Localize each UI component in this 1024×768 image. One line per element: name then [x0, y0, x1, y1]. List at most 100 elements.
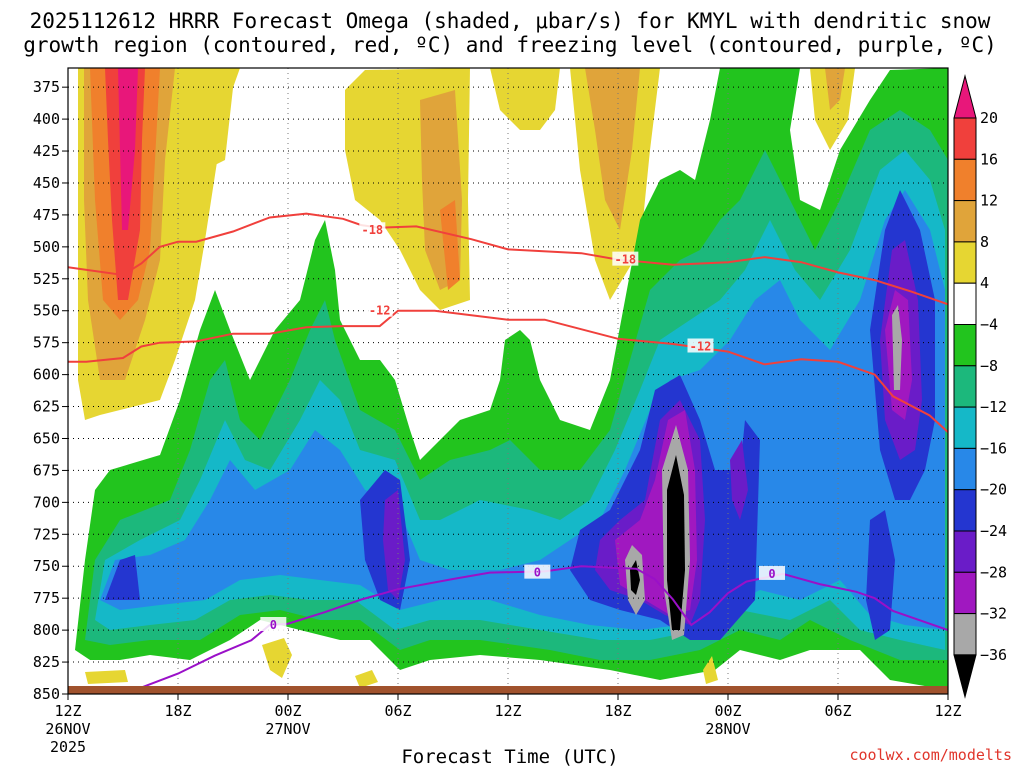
contour-label-minus-12-isotherm: -12	[369, 304, 391, 318]
x-tick-label: 00Z	[274, 702, 301, 720]
x-tick-label: 06Z	[824, 702, 851, 720]
y-tick-label: 700	[33, 493, 60, 511]
y-tick-label: 400	[33, 110, 60, 128]
colorbar-label: −32	[980, 605, 1007, 623]
contour-label-bg	[687, 338, 714, 353]
contour-label-minus-18-isotherm: -18	[361, 223, 383, 237]
omega-area	[730, 440, 748, 520]
omega-area	[703, 656, 718, 684]
omega-area	[667, 455, 685, 630]
plot-area: -12 -12 -18 -18 0 0 0	[68, 68, 948, 694]
colorbar-label: 20	[980, 109, 998, 127]
omega-area	[118, 68, 138, 230]
colorbar-label: −20	[980, 481, 1007, 499]
contour-lines: -12 -12 -18 -18 0 0 0	[68, 212, 948, 694]
chart-subtitle: growth region (contoured, red, ºC) and f…	[23, 33, 997, 57]
colorbar-swatch	[953, 613, 977, 656]
omega-area	[85, 670, 128, 684]
ground-surface	[68, 686, 948, 694]
x-tick-label: 18Z	[164, 702, 191, 720]
omega-area	[825, 68, 845, 110]
colorbar-label: 4	[980, 274, 989, 292]
colorbar-swatch	[953, 200, 977, 243]
contour-label-bg	[260, 617, 287, 632]
y-tick-label: 375	[33, 78, 60, 96]
omega-area	[585, 68, 640, 230]
omega-area	[383, 490, 405, 600]
colorbar: 20 16 12 8 4 −4 −8 −12 −16 −20 −24 −28 −32 −36	[953, 74, 1007, 699]
x-date-label: 26NOV	[45, 720, 90, 738]
minus-18-isotherm-contour	[68, 212, 948, 306]
x-year-label: 2025	[50, 738, 86, 756]
colorbar-swatch	[953, 530, 977, 573]
x-tick-label: 12Z	[54, 702, 81, 720]
colorbar-arrow-top	[953, 74, 977, 119]
y-tick-label: 425	[33, 142, 60, 160]
chart-title: 2025112612 HRRR Forecast Omega (shaded, …	[30, 9, 991, 33]
y-tick-label: 525	[33, 270, 60, 288]
x-tick-label: 06Z	[384, 702, 411, 720]
colorbar-swatch	[953, 447, 977, 491]
colorbar-label: 8	[980, 233, 989, 251]
contour-label-bg	[366, 302, 393, 317]
colorbar-swatch	[953, 241, 977, 284]
y-tick-label: 600	[33, 366, 60, 384]
x-tick-label: 18Z	[604, 702, 631, 720]
y-tick-label: 625	[33, 398, 60, 416]
contour-label-minus-18-isotherm: -18	[614, 253, 636, 267]
x-tick-label: 12Z	[934, 702, 961, 720]
colorbar-label: −12	[980, 398, 1007, 416]
minus-12-isotherm-contour	[68, 309, 948, 433]
y-tick-label: 775	[33, 589, 60, 607]
y-tick-label: 450	[33, 174, 60, 192]
x-tick-label: 12Z	[494, 702, 521, 720]
colorbar-swatch	[953, 489, 977, 532]
x-axis-title: Forecast Time (UTC)	[401, 746, 618, 768]
omega-area	[200, 68, 235, 165]
omega-area	[810, 68, 855, 150]
y-tick-label: 725	[33, 525, 60, 543]
credit-text: coolwx.com/modelts	[849, 746, 1012, 764]
grid-lines	[68, 68, 948, 694]
y-tick-label: 675	[33, 461, 60, 479]
contour-label-freezing-level: 0	[768, 567, 775, 581]
omega-area	[440, 200, 460, 290]
colorbar-swatch	[953, 571, 977, 615]
omega-area	[892, 305, 902, 390]
y-tick-label: 550	[33, 302, 60, 320]
colorbar-label: −8	[980, 357, 998, 375]
y-tick-label: 475	[33, 206, 60, 224]
colorbar-swatch	[953, 158, 977, 202]
x-date-label: 27NOV	[265, 720, 310, 738]
colorbar-swatch	[953, 406, 977, 449]
omega-area	[262, 638, 292, 678]
y-tick-label: 650	[33, 429, 60, 447]
contour-label-freezing-level: 0	[270, 618, 277, 632]
y-tick-label: 575	[33, 334, 60, 352]
y-tick-label: 750	[33, 557, 60, 575]
contour-label-bg	[524, 564, 551, 579]
colorbar-label: −4	[980, 316, 998, 334]
colorbar-label: 12	[980, 192, 998, 210]
x-date-label: 28NOV	[705, 720, 750, 738]
contour-label-bg	[359, 222, 386, 237]
omega-area	[105, 555, 140, 600]
colorbar-label: −16	[980, 439, 1007, 457]
colorbar-label: 16	[980, 150, 998, 168]
colorbar-label: −36	[980, 646, 1007, 664]
colorbar-swatch	[953, 324, 977, 367]
colorbar-swatch	[953, 365, 977, 408]
y-tick-label: 800	[33, 621, 60, 639]
contour-label-bg	[612, 251, 639, 266]
y-tick-label: 500	[33, 238, 60, 256]
colorbar-label: −28	[980, 563, 1007, 581]
y-tick-label: 850	[33, 685, 60, 703]
omega-area	[355, 670, 378, 688]
colorbar-swatch	[953, 282, 977, 326]
x-tick-label: 00Z	[714, 702, 741, 720]
contour-label-freezing-level: 0	[534, 566, 541, 580]
colorbar-swatch	[953, 117, 977, 160]
contour-label-bg	[759, 565, 785, 580]
